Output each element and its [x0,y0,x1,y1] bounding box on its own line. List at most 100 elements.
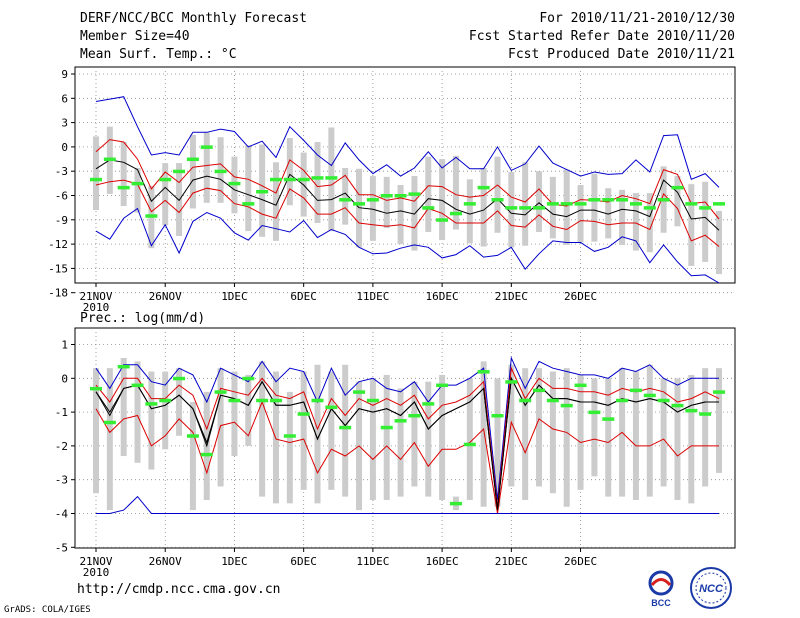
obs-marker [117,185,130,190]
series-min-line [95,207,720,284]
y-tick-label: -3 [55,474,68,487]
ensemble-box [245,374,252,446]
obs-marker [463,202,476,206]
y-tick-label: 1 [61,339,68,352]
series-min-line [96,495,719,514]
obs-marker [311,176,324,180]
ensemble-box [632,193,639,251]
y-tick-label: -9 [55,214,68,227]
y-tick-label: -6 [55,190,68,203]
ensemble-box [369,176,376,241]
ensemble-box [231,371,238,457]
obs-marker [380,425,393,430]
series-spread_lower-line [95,400,719,514]
x-tick-label: 6DEC [290,290,317,303]
obs-marker [713,390,725,394]
ensemble-box [494,378,501,507]
forecast-period: For 2010/11/21-2010/12/30 [539,11,735,26]
obs-marker [560,403,573,408]
obs-marker [602,417,615,421]
ensemble-box [646,193,653,253]
ensemble-box [93,368,99,494]
obs-marker [145,402,158,406]
ensemble-box [300,371,307,490]
obs-marker [699,412,712,416]
x-tick-label: 21DEC [495,555,528,568]
obs-marker [588,198,601,202]
obs-marker [90,386,102,391]
y-tick-label: -1 [55,406,68,419]
start-date-label: Fcst Started Refer Date 2010/11/20 [468,29,735,44]
member-size-label: Member Size=40 [80,29,190,44]
obs-marker [117,364,130,369]
obs-marker [283,434,296,438]
obs-marker [173,376,186,381]
obs-marker [533,206,546,210]
panel-prec: 1 0 -1 -2 -3 -4 -5 21NOV 26NOV 1DEC 6DEC 11DEC 16DEC… [55,311,736,579]
y-tick-label: 0 [61,141,68,154]
obs-marker [103,420,116,425]
obs-marker [242,376,255,381]
obs-marker [353,390,366,394]
x-tick-label: 26NOV [149,290,182,303]
series-spread_lower-line [95,179,720,247]
obs-marker [505,206,518,210]
x-year-label: 2010 [83,301,110,314]
ensemble-box [702,181,709,262]
obs-marker [685,408,698,413]
obs-marker [394,194,407,198]
ensemble-box [480,167,487,247]
obs-marker [436,383,449,388]
obs-marker [394,419,407,423]
obs-marker [256,398,269,403]
obs-marker [629,202,642,206]
x-tick-label: 6DEC [290,555,317,568]
ensemble-box [549,371,556,494]
obs-marker [657,398,670,403]
obs-marker [366,198,379,202]
ncc-logo: NCC [690,567,732,609]
ensemble-box [342,167,349,225]
ensemble-box [577,374,584,490]
ensemble-box [286,391,293,504]
ensemble-box [605,378,612,497]
obs-marker [643,206,656,210]
ensemble-box [536,171,543,232]
source-url[interactable]: http://cmdp.ncc.cma.gov.cn [77,582,281,597]
obs-marker [173,169,186,174]
ensemble-box [120,358,127,457]
ensemble-box [716,210,722,275]
ensemble-box [508,172,515,248]
ensemble-box [480,361,487,507]
ensemble-box [522,162,529,246]
ensemble-box [259,361,266,497]
x-tick-label: 11DEC [356,555,389,568]
produced-date-label: Fcst Produced Date 2010/11/21 [508,47,735,62]
obs-marker [159,398,172,403]
obs-marker [131,383,144,388]
obs-marker [159,177,172,182]
x-tick-label: 21NOV [79,555,112,568]
obs-marker [422,206,435,210]
obs-marker [325,405,338,410]
ensemble-box [522,368,529,500]
variable-label: Mean Surf. Temp.: °C [80,47,237,62]
ensemble-box [439,374,446,500]
ensemble-box [466,378,473,500]
prec-panel-title: Prec.: log(mm/d) [80,311,205,326]
obs-marker [574,383,587,388]
obs-marker [339,425,352,430]
obs-marker [325,176,338,180]
ensemble-box [189,134,196,209]
obs-marker [699,206,712,210]
x-tick-label: 11DEC [356,290,389,303]
obs-marker [616,398,629,403]
ensemble-box [93,136,99,211]
ensemble-box [577,184,584,243]
obs-marker [436,218,449,222]
series-mean-line [95,159,720,231]
obs-marker [505,380,518,384]
obs-marker [671,403,684,408]
obs-marker [477,185,490,190]
